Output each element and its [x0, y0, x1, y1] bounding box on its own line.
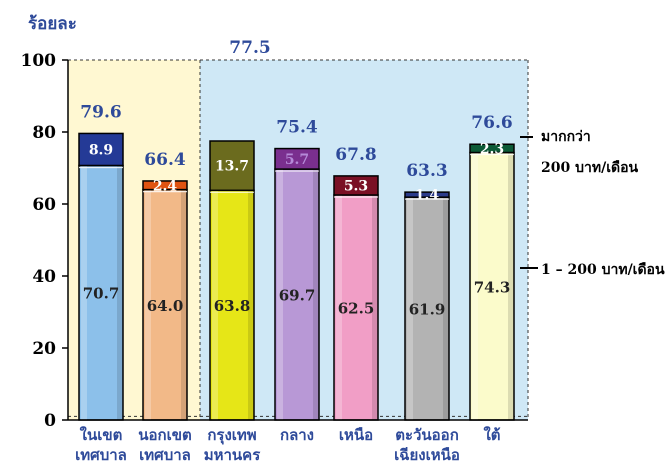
- bar-highlight: [472, 152, 478, 420]
- bar-segment-high-spend: [469, 143, 515, 154]
- bar-segment-low-spend: [469, 151, 515, 421]
- bar-segment-low-spend: [333, 194, 379, 421]
- bar-shade: [443, 197, 449, 420]
- data-label-high-spend: 8.9: [89, 142, 113, 158]
- total-label: 67.8: [335, 145, 376, 165]
- data-label-low-spend: 63.8: [214, 297, 251, 315]
- bar-highlight: [277, 169, 283, 420]
- group-total-label: 77.5: [229, 38, 270, 58]
- bar-highlight: [81, 165, 87, 420]
- legend-label-high-spend: 200 บาท/เดือน: [541, 160, 638, 176]
- data-label-low-spend: 62.5: [338, 300, 375, 318]
- category-label: กลาง: [280, 426, 314, 444]
- y-tick-label: 0: [44, 411, 56, 431]
- bar-shade: [372, 195, 378, 420]
- category-label: เฉียงเหนือ: [394, 446, 460, 464]
- category-label: เทศบาล: [139, 446, 191, 464]
- category-label: นอกเขต: [138, 426, 191, 444]
- data-label-high-spend: 2.4: [153, 178, 178, 194]
- bar-highlight: [145, 189, 151, 420]
- bar-segment-low-spend: [142, 188, 188, 421]
- data-label-low-spend: 69.7: [279, 287, 316, 305]
- category-label: มหานคร: [204, 446, 261, 464]
- y-tick-label: 80: [32, 123, 56, 143]
- bar-segment-high-spend: [142, 180, 188, 191]
- data-label-high-spend: 13.7: [215, 159, 249, 175]
- y-tick-label: 100: [21, 51, 57, 71]
- bar-shade: [117, 165, 123, 420]
- legend-label-low-spend: 1 – 200 บาท/เดือน: [541, 262, 665, 278]
- bar-segment-high-spend: [209, 140, 255, 192]
- bar-shade: [181, 189, 187, 420]
- category-label: เหนือ: [339, 426, 373, 444]
- bar-segment-low-spend: [209, 189, 255, 421]
- data-label-high-spend: 5.3: [344, 178, 368, 194]
- category-label: ตะวันออก: [395, 426, 459, 444]
- data-label-low-spend: 61.9: [409, 301, 446, 319]
- bar-highlight: [336, 195, 342, 420]
- bar-segment-high-spend: [274, 147, 320, 170]
- data-label-high-spend: 5.7: [285, 152, 309, 168]
- data-label-low-spend: 74.3: [474, 278, 511, 296]
- bar-highlight: [407, 197, 413, 420]
- category-label: ในเขต: [80, 426, 123, 444]
- y-tick-label: 60: [32, 195, 56, 215]
- total-label: 79.6: [80, 102, 121, 122]
- bar-shade: [313, 169, 319, 420]
- y-tick-label: 40: [32, 267, 56, 287]
- total-label: 63.3: [406, 161, 447, 181]
- bar-segment-low-spend: [404, 196, 450, 421]
- total-label: 76.6: [471, 113, 512, 133]
- bar-segment-high-spend: [78, 132, 124, 167]
- category-label: ใต้: [483, 426, 500, 444]
- data-label-low-spend: 70.7: [83, 285, 120, 303]
- category-label: เทศบาล: [75, 446, 127, 464]
- y-tick-label: 20: [32, 339, 56, 359]
- data-label-high-spend: 2.3: [480, 141, 504, 157]
- bar-shade: [248, 190, 254, 420]
- total-label: 66.4: [144, 150, 186, 170]
- bar-segment-high-spend: [404, 191, 450, 198]
- y-axis-unit-label: ร้อยละ: [28, 14, 77, 34]
- category-label: กรุงเทพ: [207, 426, 256, 445]
- bar-segment-high-spend: [333, 175, 379, 196]
- data-label-high-spend: 1.4: [415, 188, 440, 204]
- data-label-low-spend: 64.0: [147, 297, 184, 315]
- bar-shade: [508, 152, 514, 420]
- legend-label-high-spend: มากกว่า: [541, 129, 591, 145]
- bar-highlight: [212, 190, 218, 420]
- total-label: 75.4: [276, 118, 318, 138]
